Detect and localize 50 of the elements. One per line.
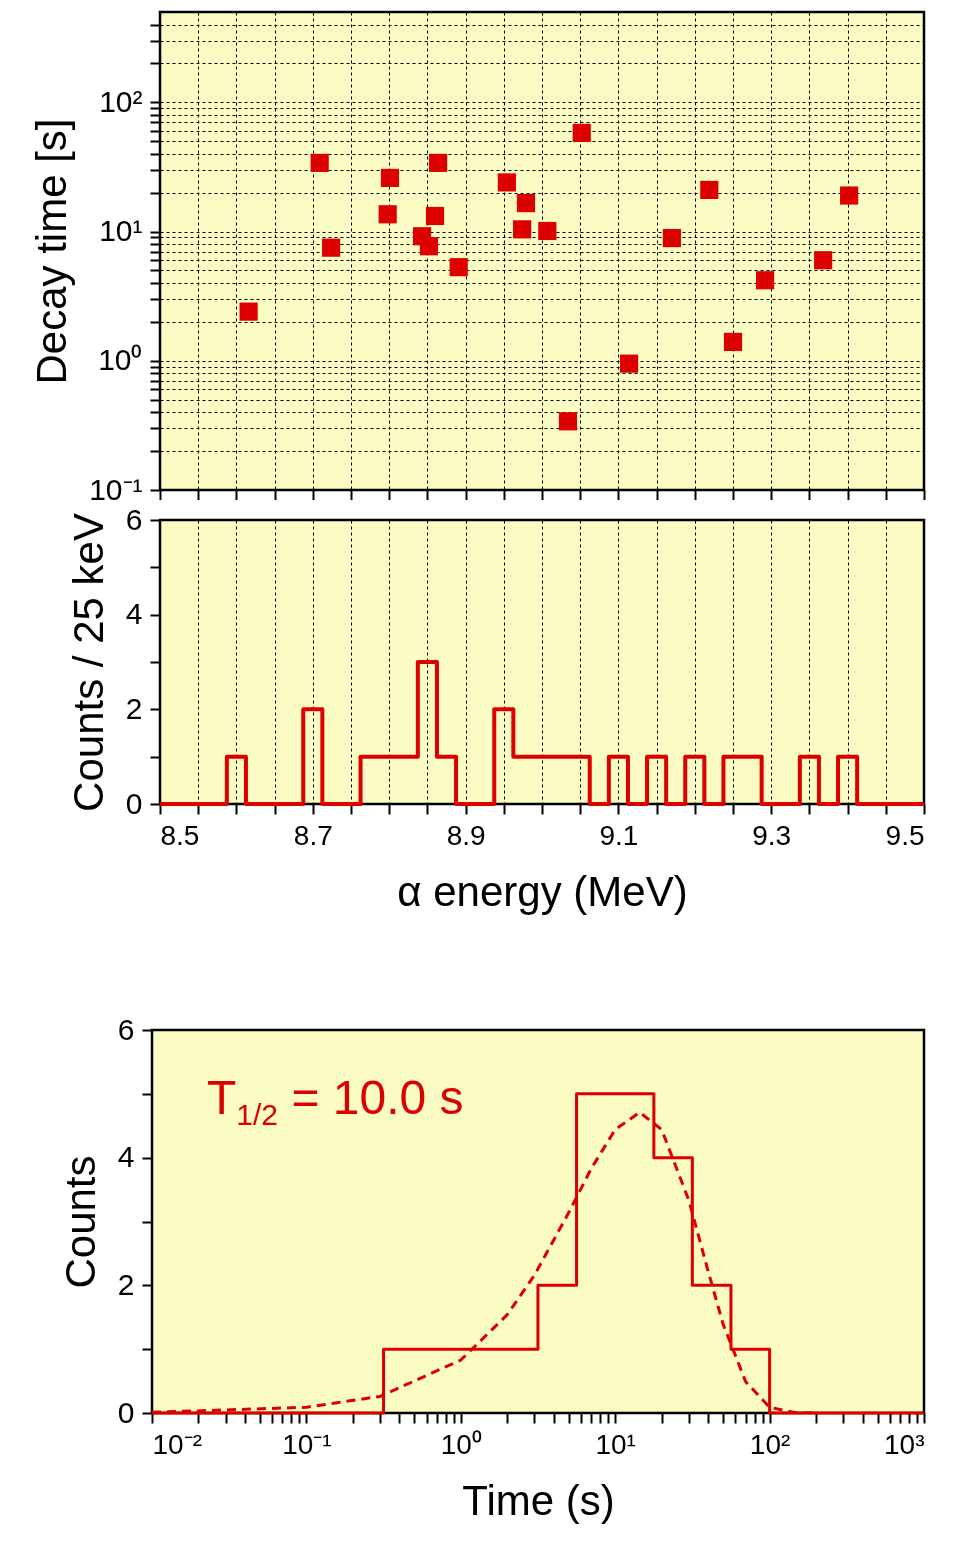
y-axis-title: Counts / 25 keV	[64, 513, 112, 812]
point	[322, 238, 341, 257]
y-tick-label: 6	[117, 1012, 135, 1046]
point	[429, 153, 448, 172]
point	[378, 205, 397, 224]
x-tick-label: 8.7	[293, 819, 333, 851]
x-tick-label: 9.1	[599, 819, 639, 851]
x-tick-label: 10⁻¹	[282, 1428, 332, 1460]
y-tick-label: 0	[125, 786, 143, 820]
x-tick-label: 10³	[884, 1428, 925, 1460]
point	[310, 153, 329, 172]
x-tick-label: 8.5	[160, 819, 200, 851]
y-tick-label: 2	[117, 1267, 135, 1301]
x-tick-label: 10⁻²	[152, 1428, 202, 1460]
x-tick-label: 10²	[749, 1428, 791, 1460]
y-tick-label: 0	[117, 1395, 135, 1429]
x-tick-label: 8.9	[446, 819, 486, 851]
y-tick-label: 2	[125, 691, 143, 725]
point	[814, 251, 833, 270]
y-axis-title: Decay time [s]	[28, 118, 76, 385]
point	[620, 354, 639, 373]
y-tick-label: 4	[117, 1140, 135, 1174]
point	[239, 302, 258, 321]
point	[449, 258, 468, 277]
point	[700, 180, 719, 199]
y-tick-label: 10¹	[99, 214, 143, 248]
point	[840, 186, 859, 205]
point	[380, 168, 400, 188]
annotation: T$_{1/2}$ = 10.0 s	[207, 1070, 464, 1132]
y-axis-title: Counts	[56, 1155, 104, 1289]
y-tick-label: 4	[125, 597, 143, 631]
x-axis-title: α energy (MeV)	[397, 867, 688, 915]
x-tick-label: 9.5	[885, 819, 925, 851]
y-tick-label: 10²	[99, 84, 143, 118]
point	[572, 123, 591, 142]
point	[558, 412, 578, 431]
x-axis-title: Time (s)	[462, 1476, 615, 1524]
point	[723, 332, 743, 351]
point	[419, 237, 439, 256]
point	[538, 221, 557, 241]
point	[425, 206, 445, 226]
point	[756, 271, 775, 290]
x-tick-label: 9.3	[752, 819, 792, 851]
point	[662, 229, 681, 248]
point	[516, 194, 536, 213]
point	[497, 173, 516, 192]
y-tick-label: 10⁰	[98, 343, 143, 377]
point	[513, 220, 532, 239]
x-tick-label: 10⁰	[440, 1428, 482, 1460]
x-tick-label: 10¹	[595, 1428, 636, 1460]
